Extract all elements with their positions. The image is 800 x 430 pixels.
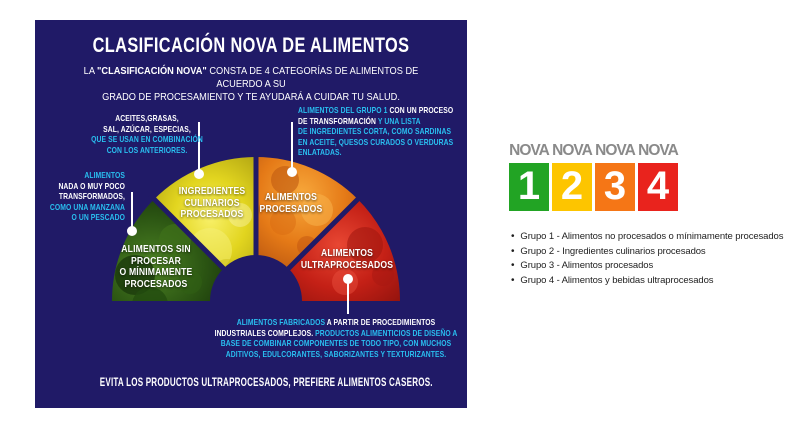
nova-wordmark-1: NOVA [509,142,550,159]
wedge-label-line: ALIMENTOS SIN [121,243,191,255]
callout-text-segment: TRANSFORMADOS, [58,191,125,201]
legend-item: • Grupo 1 - Alimentos no procesados o mín… [511,232,783,242]
wedge-label-group2: INGREDIENTES CULINARIOS PROCESADOS [159,185,266,221]
infographic-title: CLASIFICACIÓN NOVA DE ALIMENTOS [92,33,410,57]
wedge-label-line: ALIMENTOS [264,191,318,203]
infographic-subtitle: LA "CLASIFICACIÓN NOVA" CONSTA DE 4 CATE… [75,65,427,104]
legend-item: • Grupo 3 - Alimentos procesados [511,261,783,271]
callout-connector-dots [127,167,353,284]
callout-line: COMO UNA MANZANA [29,202,125,213]
nova-wordmark-2: NOVA [552,142,593,159]
callout-line: ALIMENTOS [29,170,125,181]
wedge-label-line: INGREDIENTES [178,185,246,197]
subtitle-pre: LA [83,65,98,77]
wedge-separators [148,151,364,303]
bullet-icon: • [511,231,515,242]
nova-wordmark-3: NOVA [595,142,636,159]
nova-infographic-panel: CLASIFICACIÓN NOVA DE ALIMENTOS LA "CLAS… [35,20,467,408]
bullet-icon: • [511,274,515,286]
callout-text-segment: COMO UNA MANZANA [49,201,125,212]
wedge-label-group4: ALIMENTOS ULTRAPROCESADOS [286,247,409,271]
callout-text-segment: ACEITES,GRASAS, [115,113,179,123]
legend-item: • Grupo 2 - Ingredientes culinarios proce… [511,245,783,257]
callout-text-segment: QUE SE USAN EN COMBINACIÓN [91,134,203,144]
subtitle-line1: LA "CLASIFICACIÓN NOVA" CONSTA DE 4 CATE… [75,65,427,91]
callout-text-segment: BASE DE COMBINAR COMPONENTES DE TODO TIP… [220,338,452,348]
wedge-label-line: CULINARIOS [184,196,240,209]
callout-line: ACEITES,GRASAS, [79,113,215,124]
callout-text-segment: CON LOS ANTERIORES. [106,144,188,155]
callout-text-segment: DE INGREDIENTES CORTA, COMO SARDINAS [298,126,452,136]
callout-text-segment: ALIMENTOS [84,170,125,180]
callout-line: ALIMENTOS DEL GRUPO 1 CON UN PROCESO [298,105,468,116]
wedge-label-line: PROCESADOS [180,208,244,220]
legend-item-text: Grupo 1 - Alimentos no procesados o míni… [520,231,784,242]
callout-culinary-ingredients: ACEITES,GRASAS, SAL, AZÚCAR, ESPECIAS, Q… [79,113,215,155]
wedge-group2-culinary [154,157,256,269]
callout-connector-lines [131,122,349,314]
nova-group-legend: • Grupo 1 - Alimentos no procesados o mín… [511,232,783,290]
callout-text-segment: ALIMENTOS FABRICADOS [236,317,327,327]
legend-item-text: Grupo 3 - Alimentos procesados [520,260,654,272]
nova-branding: NOVA NOVA NOVA NOVA 1 2 3 4 [509,142,679,211]
nova-wordmark-4: NOVA [638,142,679,159]
callout-line: NADA O MUY POCO [29,181,125,192]
callout-line: O UN PESCADO [29,212,125,223]
wedge-label-line: ALIMENTOS [320,247,374,259]
legend-item-text: Grupo 2 - Ingredientes culinarios proces… [520,245,706,257]
callout-line: DE TRANSFORMACIÓN Y UNA LISTA [298,116,468,127]
callout-line: CON LOS ANTERIORES. [79,145,215,156]
nova-badge-3: 3 [595,163,635,211]
callout-line: INDUSTRIALES COMPLEJOS. PRODUCTOS ALIMEN… [212,328,460,339]
callout-line: SAL, AZÚCAR, ESPECIAS, [79,124,215,135]
wedge-label-line: PROCESAR [130,254,182,267]
callout-ultraprocessed: ALIMENTOS FABRICADOS A PARTIR DE PROCEDI… [212,317,460,359]
callout-text-segment: A PARTIR DE PROCEDIMIENTOS [326,317,436,327]
bullet-icon: • [511,245,515,257]
callout-text-segment: ALIMENTOS DEL GRUPO 1 [298,105,390,115]
wedge-group1-texture [115,224,202,301]
callout-line: BASE DE COMBINAR COMPONENTES DE TODO TIP… [212,338,460,349]
wedge-label-line: O MÍNIMAMENTE [119,266,193,278]
nova-badges: 1 2 3 4 [509,163,678,211]
callout-text-segment: O UN PESCADO [71,212,125,222]
callout-text-segment: EN ACEITE, QUESOS CURADOS O VERDURAS [298,136,454,147]
callout-text-segment: SAL, AZÚCAR, ESPECIAS, [103,123,191,134]
callout-text-segment: ENLATADAS. [298,147,342,157]
callout-text-segment: INDUSTRIALES COMPLEJOS. [214,327,316,338]
nova-badge-2: 2 [552,163,592,211]
wedge-label-group3: ALIMENTOS PROCESADOS [238,191,345,215]
subtitle-line2: GRADO DE PROCESAMIENTO Y TE AYUDARÁ A CU… [102,91,400,103]
footer-advice: EVITA LOS PRODUCTOS ULTRAPROCESADOS, PRE… [99,377,433,389]
subtitle-bold: "CLASIFICACIÓN NOVA" [97,65,207,77]
wedge-label-line: PROCESADOS [124,277,188,290]
wedge-label-line: PROCESADOS [259,202,323,215]
callout-text-segment: PRODUCTOS ALIMENTICIOS DE DISEÑO A [315,327,458,338]
callout-line: ADITIVOS, EDULCORANTES, SABORIZANTES Y T… [212,349,460,360]
callout-text-segment: DE TRANSFORMACIÓN [298,115,378,126]
callout-line: ALIMENTOS FABRICADOS A PARTIR DE PROCEDI… [212,317,460,328]
callout-unprocessed: ALIMENTOS NADA O MUY POCO TRANSFORMADOS,… [29,170,125,223]
nova-badge-4: 4 [638,163,678,211]
callout-line: TRANSFORMADOS, [29,191,125,202]
wedge-label-group1: ALIMENTOS SIN PROCESAR O MÍNIMAMENTE PRO… [103,243,210,290]
wedge-label-line: ULTRAPROCESADOS [300,258,394,271]
nova-fan-chart [112,122,400,314]
nova-wordmarks: NOVA NOVA NOVA NOVA [509,142,679,160]
legend-item: • Grupo 4 - Alimentos y bebidas ultraproc… [511,274,783,286]
bullet-icon: • [511,260,515,272]
subtitle-post: CONSTA DE 4 CATEGORÍAS DE ALIMENTOS DE A… [206,65,419,90]
callout-line: QUE SE USAN EN COMBINACIÓN [79,134,215,145]
nova-badge-1: 1 [509,163,549,211]
legend-item-text: Grupo 4 - Alimentos y bebidas ultraproce… [520,274,714,286]
callout-processed: ALIMENTOS DEL GRUPO 1 CON UN PROCESO DE … [298,105,468,158]
callout-text-segment: Y UNA LISTA [377,115,421,126]
callout-line: DE INGREDIENTES CORTA, COMO SARDINAS [298,126,468,137]
callout-line: ENLATADAS. [298,147,468,158]
callout-line: EN ACEITE, QUESOS CURADOS O VERDURAS [298,137,468,148]
callout-text-segment: CON UN PROCESO [389,105,454,115]
callout-text-segment: NADA O MUY POCO [58,180,125,191]
callout-text-segment: ADITIVOS, EDULCORANTES, SABORIZANTES Y T… [225,348,447,359]
